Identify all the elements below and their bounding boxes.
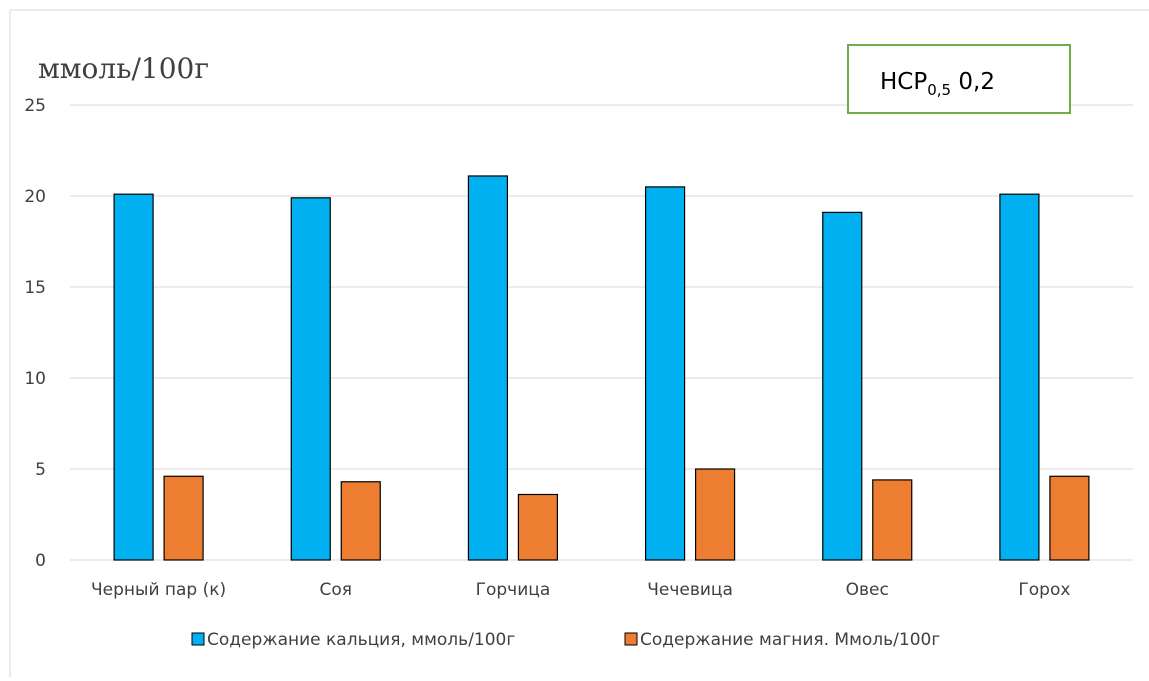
x-tick-label: Черный пар (к)	[91, 580, 226, 600]
bar-calcium	[290, 197, 331, 561]
gridlines	[70, 104, 1133, 561]
legend-label-magnesium: Содержание магния. Ммоль/100г	[640, 630, 940, 650]
x-tick-label: Чечевица	[647, 580, 733, 600]
y-tick-label: 0	[35, 551, 46, 571]
x-tick-label: Овес	[846, 580, 889, 600]
lsd-annotation-box	[847, 44, 1071, 114]
y-tick-label: 20	[24, 187, 46, 207]
legend-swatch-magnesium	[624, 632, 638, 646]
bar-magnesium	[872, 479, 913, 561]
bars	[113, 175, 1090, 561]
bar-magnesium	[517, 493, 559, 561]
lsd-space	[951, 69, 958, 95]
y-tick-label: 5	[35, 460, 46, 480]
lsd-subscript: 0,5	[927, 81, 951, 99]
x-tick-label: Соя	[320, 580, 353, 600]
x-tick-label: Горох	[1018, 580, 1070, 600]
x-tick-label: Горчица	[476, 580, 551, 600]
bar-magnesium	[340, 481, 381, 561]
bar-calcium	[822, 211, 863, 561]
bar-calcium	[113, 193, 154, 561]
y-tick-label: 25	[24, 96, 46, 116]
bar-magnesium	[694, 468, 736, 561]
bar-calcium	[467, 175, 509, 561]
lsd-prefix: НСР	[880, 69, 927, 95]
y-tick-label: 15	[24, 278, 46, 298]
lsd-annotation: НСР0,5 0,2	[847, 44, 1071, 114]
legend-label-calcium: Содержание кальция, ммоль/100г	[207, 630, 515, 650]
bar-magnesium	[163, 475, 204, 561]
y-tick-label: 10	[24, 369, 46, 389]
y-unit-label: ммоль/100г	[38, 52, 209, 85]
lsd-value: 0,2	[958, 69, 995, 95]
x-axis-tick-labels: Черный пар (к) Соя Горчица Чечевица Овес Горо…	[91, 580, 1070, 600]
bar-calcium	[644, 186, 686, 561]
lsd-annotation-text: НСР0,5 0,2	[880, 69, 995, 99]
y-axis-tick-labels: 0 5 10 15 20 25	[24, 96, 46, 571]
bar-calcium	[999, 193, 1040, 561]
legend: Содержание кальция, ммоль/100г Содержани…	[191, 630, 940, 650]
legend-swatch-calcium	[191, 632, 205, 646]
bar-magnesium	[1049, 475, 1090, 561]
